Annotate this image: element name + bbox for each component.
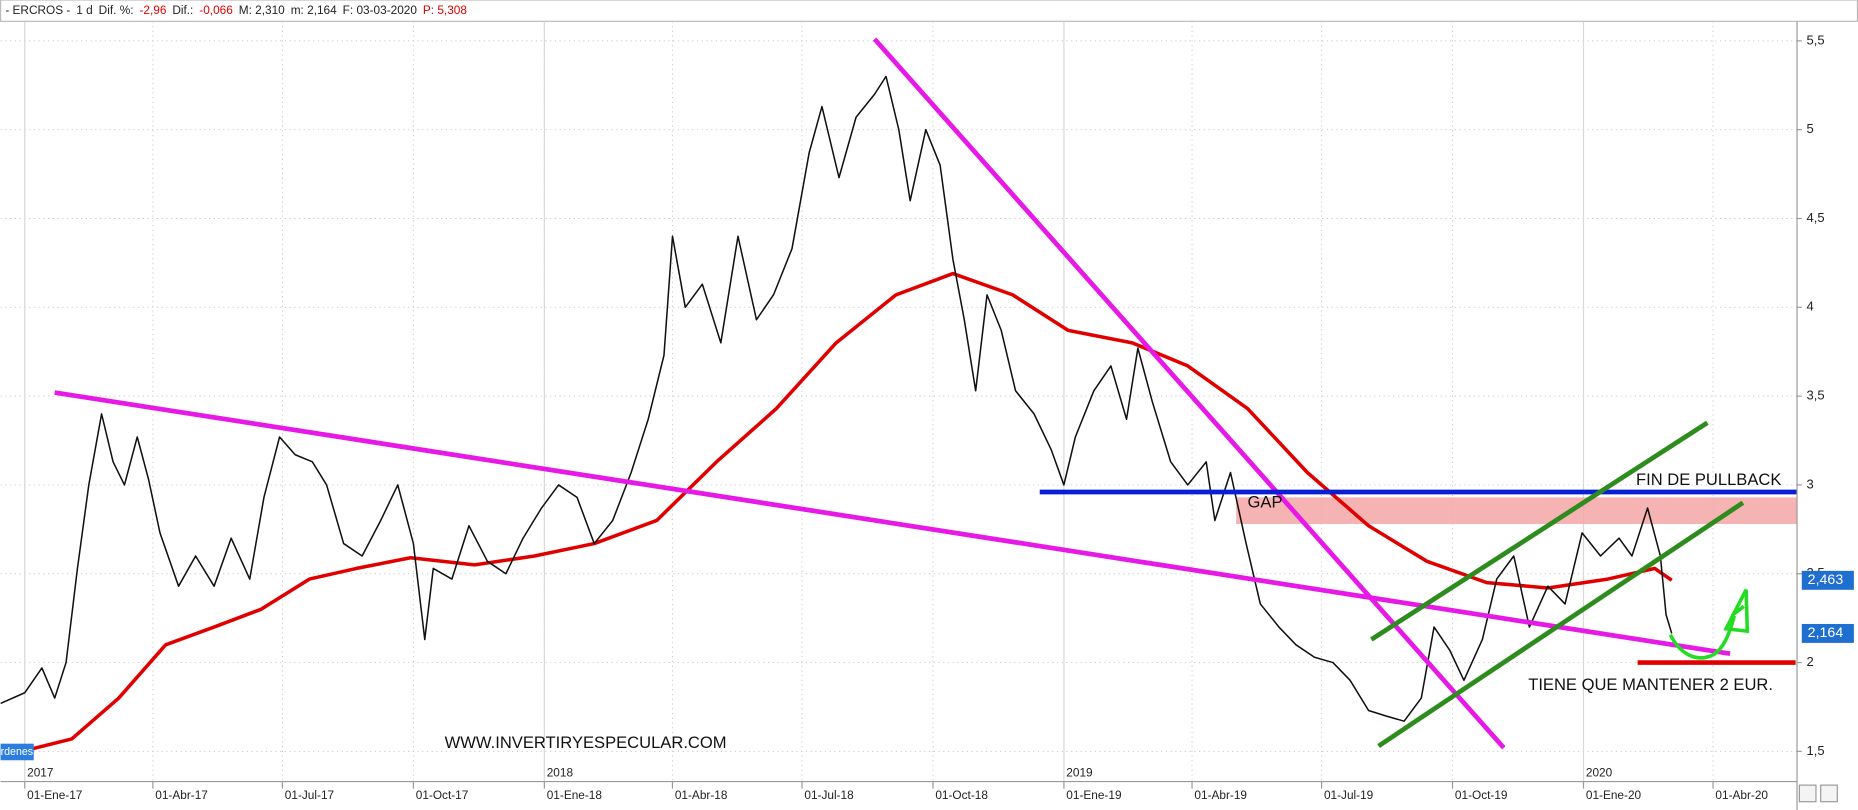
x-tick-label: 01-Ene-18 — [547, 788, 603, 802]
header-item: M: 2,310 — [239, 3, 285, 17]
plot-area: 2017 2018 2019 2020 — [0, 21, 1798, 782]
y-tick-label: 3 — [1807, 476, 1814, 491]
year-label: 2019 — [1066, 765, 1093, 779]
header-item: Dif. %: — [99, 3, 134, 17]
moving-average — [0, 271, 1673, 759]
header-item: 1 d — [76, 3, 92, 17]
price-tag-label: 2,463 — [1808, 572, 1844, 588]
header-item: m: 2,164 — [291, 3, 337, 17]
x-tick-label: 01-Jul-18 — [804, 788, 854, 802]
header-item: Dif.: — [172, 3, 193, 17]
header-item: -0,066 — [199, 3, 233, 17]
annotations: FIN DE PULLBACK GAP TIENE QUE MANTENER 2… — [0, 470, 1838, 803]
trend-line — [872, 37, 1506, 750]
year-label: 2018 — [547, 765, 574, 779]
y-tick-label: 5 — [1807, 121, 1814, 136]
price-line — [0, 75, 1673, 722]
x-tick-label: 01-Abr-20 — [1715, 788, 1768, 802]
scroll-button[interactable] — [1798, 784, 1817, 803]
y-tick-label: 5,5 — [1807, 32, 1825, 47]
trend-line — [1370, 420, 1709, 642]
y-tick-label: 2 — [1807, 654, 1814, 669]
x-tick-label: 01-Abr-17 — [155, 788, 208, 802]
annotation: TIENE QUE MANTENER 2 EUR. — [1528, 675, 1773, 694]
y-tick-label: 1,5 — [1807, 743, 1825, 758]
year-label: 2017 — [27, 765, 53, 779]
x-tick-label: 01-Jul-19 — [1324, 788, 1374, 802]
left-tab[interactable] — [0, 743, 34, 761]
x-tick-label: 01-Oct-17 — [416, 788, 469, 802]
trend-line — [1377, 500, 1745, 749]
x-tick-label: 01-Ene-20 — [1586, 788, 1642, 802]
price-tag — [1801, 570, 1854, 590]
x-tick-label: 01-Ene-17 — [27, 788, 82, 802]
axes: 1,522,533,544,555,501-Ene-1701-Abr-1701-… — [24, 32, 1854, 802]
header-item: P: 5,308 — [423, 3, 467, 17]
price-tag-label: 2,164 — [1808, 625, 1844, 641]
x-tick-label: 01-Jul-17 — [285, 788, 334, 802]
y-tick-label: 4,5 — [1807, 210, 1825, 225]
trend-line — [54, 390, 1731, 657]
header-item: F: 03-03-2020 — [343, 3, 418, 17]
header-item: -2,96 — [139, 3, 166, 17]
x-tick-label: 01-Oct-19 — [1455, 788, 1508, 802]
x-tick-label: 01-Abr-18 — [675, 788, 728, 802]
header-item: - ERCROS - — [5, 3, 70, 17]
x-tick-label: 01-Abr-19 — [1194, 788, 1247, 802]
x-tick-label: 01-Oct-18 — [935, 788, 988, 802]
annotation: WWW.INVERTIRYESPECULAR.COM — [445, 733, 727, 752]
year-label: 2020 — [1586, 765, 1613, 779]
gap-band — [1236, 497, 1798, 525]
arrow-head — [1723, 588, 1750, 634]
annotation: GAP — [1248, 493, 1283, 512]
price-tag — [1801, 623, 1854, 643]
zoom-button[interactable] — [1820, 784, 1838, 803]
header: - ERCROS - 1 d Dif. %: -2,96 Dif.: -0,066 M: 2… — [5, 3, 467, 17]
y-tick-label: 4 — [1807, 299, 1814, 314]
x-tick-label: 01-Ene-19 — [1066, 788, 1122, 802]
y-tick-label: 3,5 — [1807, 388, 1825, 403]
annotation: FIN DE PULLBACK — [1636, 470, 1781, 489]
header-bar — [0, 0, 1858, 22]
left-tab-label: rdenes — [1, 746, 34, 758]
